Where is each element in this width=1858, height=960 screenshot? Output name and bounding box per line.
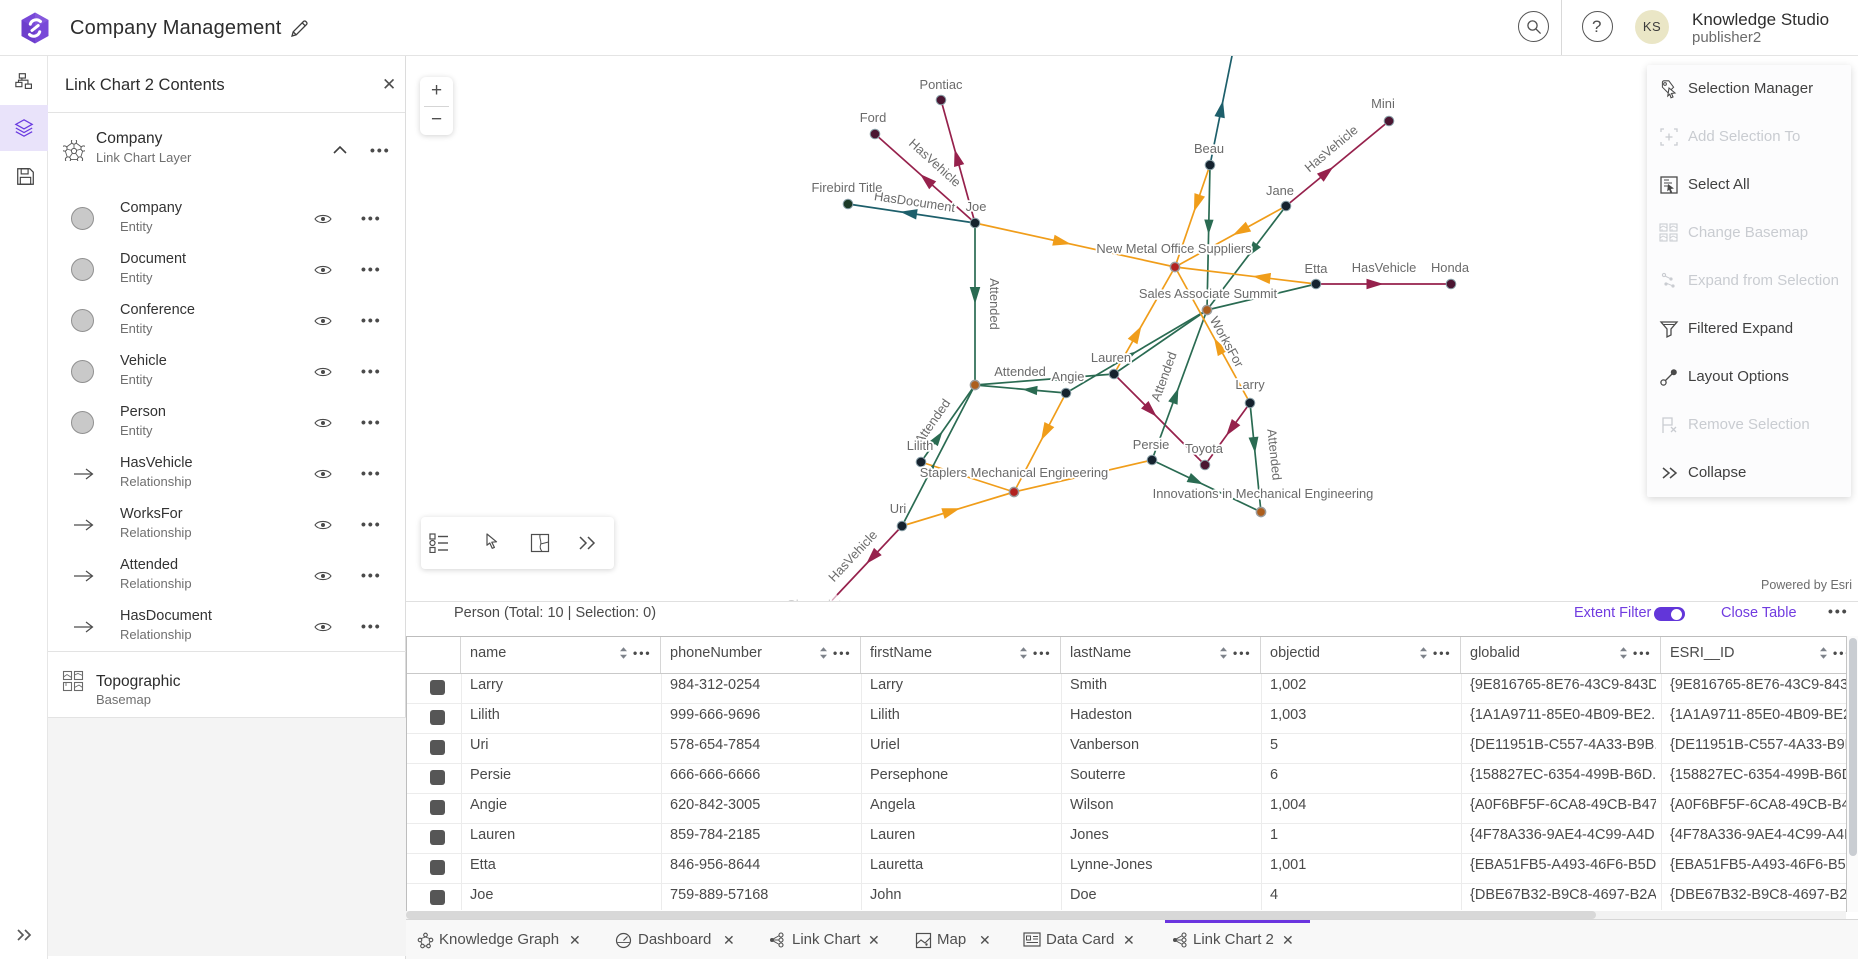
svg-text:Pontiac: Pontiac (920, 77, 964, 92)
svg-text:HasVehicle: HasVehicle (1302, 122, 1361, 175)
svg-text:Uri: Uri (890, 501, 906, 516)
svg-text:Innovations in Mechanical Engi: Innovations in Mechanical Engineering (1153, 486, 1374, 501)
svg-text:Mini: Mini (1371, 96, 1395, 111)
svg-text:Joe: Joe (966, 199, 987, 214)
svg-text:Beau: Beau (1194, 141, 1224, 156)
svg-text:Larry: Larry (1235, 377, 1265, 392)
svg-text:Angie: Angie (1052, 369, 1085, 384)
svg-text:Firebird Title: Firebird Title (812, 180, 883, 195)
svg-text:Etta: Etta (1305, 261, 1329, 276)
svg-text:New Metal Office Suppliers: New Metal Office Suppliers (1096, 241, 1251, 256)
svg-text:Attended: Attended (1264, 428, 1284, 481)
svg-text:Ford: Ford (860, 110, 887, 125)
svg-text:Sales Associate Summit: Sales Associate Summit (1139, 286, 1278, 301)
svg-text:Persie: Persie (1133, 437, 1170, 452)
svg-text:Attended: Attended (994, 364, 1046, 379)
svg-text:Lauren: Lauren (1091, 350, 1131, 365)
svg-text:Honda: Honda (1431, 260, 1470, 275)
svg-text:Attended: Attended (987, 278, 1002, 330)
svg-text:HasVehicle: HasVehicle (1352, 260, 1417, 275)
svg-text:Chevrolet: Chevrolet (786, 597, 842, 602)
svg-text:Staplers Mechanical Engineerin: Staplers Mechanical Engineering (920, 465, 1108, 480)
svg-text:Jane: Jane (1266, 183, 1294, 198)
svg-text:Toyota: Toyota (1185, 441, 1224, 456)
svg-text:Lilith: Lilith (907, 438, 934, 453)
